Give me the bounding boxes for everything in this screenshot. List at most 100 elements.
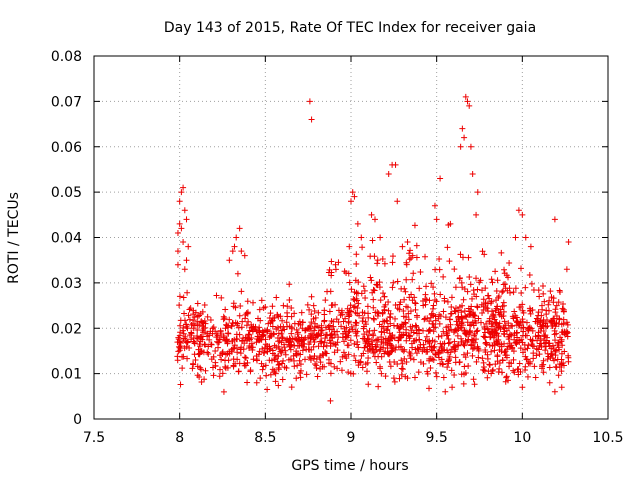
data-point (328, 326, 335, 333)
data-point (557, 288, 564, 295)
data-point (379, 318, 386, 325)
data-point (559, 305, 566, 312)
data-point (386, 349, 393, 356)
data-point (182, 333, 189, 340)
data-point (276, 361, 283, 368)
data-point (369, 237, 376, 244)
data-point (233, 335, 240, 342)
data-point (220, 313, 227, 320)
data-point (226, 257, 233, 264)
data-point (303, 371, 310, 378)
data-point (194, 313, 201, 320)
data-point (522, 284, 529, 291)
data-point (461, 134, 468, 141)
data-point (313, 332, 320, 339)
data-point (279, 376, 286, 383)
data-point (210, 324, 217, 331)
data-point (185, 312, 192, 319)
data-point (469, 352, 476, 359)
data-point (266, 357, 273, 364)
data-point (299, 347, 306, 354)
data-point (358, 234, 365, 241)
data-point (193, 334, 200, 341)
data-point (183, 216, 190, 223)
data-point (288, 384, 295, 391)
data-point (313, 356, 320, 363)
data-point (241, 354, 248, 361)
data-point (383, 317, 390, 324)
data-point (246, 327, 253, 334)
data-point (539, 306, 546, 313)
data-point (260, 305, 267, 312)
data-point (468, 336, 475, 343)
data-point (485, 308, 492, 315)
y-tick-label: 0.07 (51, 94, 82, 110)
data-point (353, 261, 360, 268)
data-point (516, 360, 523, 367)
data-point (452, 354, 459, 361)
data-point (426, 297, 433, 304)
data-point (280, 357, 287, 364)
data-point (186, 345, 193, 352)
data-point (306, 306, 313, 313)
data-point (546, 379, 553, 386)
data-point (551, 315, 558, 322)
data-point (244, 337, 251, 344)
data-point (505, 274, 512, 281)
data-point (456, 359, 463, 366)
data-point (345, 351, 352, 358)
data-point (411, 299, 418, 306)
data-point (414, 345, 421, 352)
data-point (413, 254, 420, 261)
data-point (406, 349, 413, 356)
data-point (389, 259, 396, 266)
data-point (548, 351, 555, 358)
data-point (192, 356, 199, 363)
data-point (482, 340, 489, 347)
data-point (560, 316, 567, 323)
data-point (176, 198, 183, 205)
data-point (545, 307, 552, 314)
data-point (257, 375, 264, 382)
data-point (451, 371, 458, 378)
data-point (404, 375, 411, 382)
y-tick-label: 0.01 (51, 367, 82, 383)
data-point (501, 318, 508, 325)
data-point (515, 207, 522, 214)
data-point (233, 234, 240, 241)
data-point (563, 319, 570, 326)
data-point (233, 345, 240, 352)
data-point (224, 338, 231, 345)
data-point (323, 342, 330, 349)
data-point (524, 345, 531, 352)
data-point (524, 356, 531, 363)
data-point (279, 347, 286, 354)
data-point (424, 368, 431, 375)
data-point (377, 234, 384, 241)
y-tick-label: 0.04 (51, 231, 82, 247)
data-point (249, 347, 256, 354)
data-point (424, 338, 431, 345)
data-point (389, 253, 396, 260)
data-point (475, 315, 482, 322)
data-point (253, 328, 260, 335)
data-point (305, 346, 312, 353)
data-point (399, 360, 406, 367)
data-point (432, 317, 439, 324)
data-point (196, 350, 203, 357)
data-point (179, 365, 186, 372)
data-point (438, 343, 445, 350)
data-point (248, 335, 255, 342)
data-point (180, 338, 187, 345)
data-point (184, 355, 191, 362)
data-point (486, 362, 493, 369)
data-point (494, 340, 501, 347)
data-point (378, 328, 385, 335)
data-point (280, 302, 287, 309)
data-point (400, 348, 407, 355)
data-point (455, 341, 462, 348)
data-point (438, 332, 445, 339)
data-point (353, 289, 360, 296)
data-point (386, 313, 393, 320)
data-point (349, 189, 356, 196)
